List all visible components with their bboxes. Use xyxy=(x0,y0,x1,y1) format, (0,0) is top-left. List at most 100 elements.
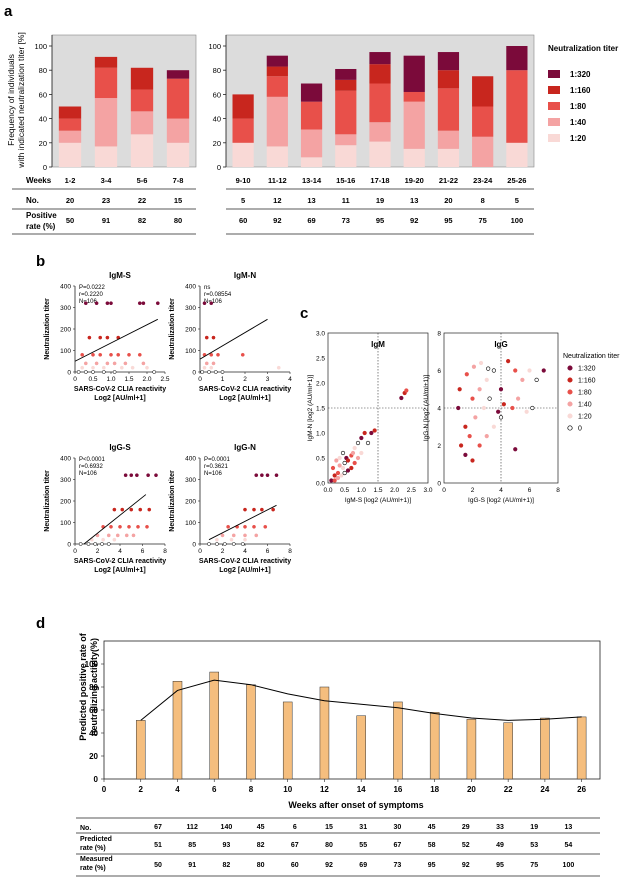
panel-b-point xyxy=(112,370,117,374)
panel-a-rate-value: 75 xyxy=(478,216,486,225)
panel-a-week-label: 13-14 xyxy=(302,176,322,185)
panel-d-meas-value: 95 xyxy=(428,862,436,869)
panel-c-point xyxy=(473,415,478,420)
panel-a-rate-value: 100 xyxy=(511,216,524,225)
panel-b-ytick-label: 0 xyxy=(192,542,196,549)
panel-c-point xyxy=(337,463,342,468)
panel-b-regression-line xyxy=(199,318,268,360)
panel-c-point xyxy=(477,443,482,448)
panel-c-point xyxy=(350,450,356,456)
panel-a-bar-1-160-9-10 xyxy=(232,94,254,119)
panel-c-point xyxy=(524,409,529,414)
panel-b-point xyxy=(226,524,230,529)
panel-b-point xyxy=(86,542,91,546)
panel-a-bar-1-160-1-2 xyxy=(58,106,82,119)
panel-c-point xyxy=(345,458,351,463)
panel-b-point xyxy=(78,542,83,546)
row-label-rate: rate (%) xyxy=(26,222,56,231)
panel-d-no-value: 33 xyxy=(496,824,504,831)
panel-label-c: c xyxy=(300,305,308,322)
panel-d-pred-value: 80 xyxy=(325,842,333,849)
panel-a-bar-1-320-17-18 xyxy=(369,52,391,65)
panel-a-bar-1-160-15-16 xyxy=(335,79,357,91)
panel-b-point xyxy=(243,507,247,512)
panel-d-bar-week-24 xyxy=(540,717,550,780)
panel-d-meas-value: 50 xyxy=(154,862,162,869)
panel-c-legend-marker xyxy=(567,377,573,383)
panel-a-bar-1-80-19-20 xyxy=(403,91,425,102)
panel-c-ytick-label: 6 xyxy=(437,368,441,375)
d-row-label-pred2: rate (%) xyxy=(80,845,106,852)
panel-c-ytick-label: 2.0 xyxy=(316,381,325,388)
panel-c-point xyxy=(340,450,346,456)
panel-c-point xyxy=(352,460,357,466)
panel-a-bar-1-40-15-16 xyxy=(335,134,357,146)
panel-b-point xyxy=(124,533,129,538)
panel-b-point xyxy=(271,507,275,512)
panel-c-point xyxy=(359,450,364,456)
panel-d-bar-week-22 xyxy=(503,722,513,780)
panel-a-bar-1-40-3-4 xyxy=(94,98,118,147)
panel-b-ylabel: Neutralization titer xyxy=(169,298,176,360)
panel-c-ytick-label: 4 xyxy=(437,406,441,413)
panel-c-xtick-label: 8 xyxy=(556,487,560,494)
d-row-label-pred1: Predicted xyxy=(80,836,112,843)
panel-c-xtick-label: 3.0 xyxy=(423,487,432,494)
panel-c-point xyxy=(541,368,546,373)
panel-a-bar-1-80-11-12 xyxy=(266,76,288,97)
panel-c-point xyxy=(457,387,462,392)
panel-a-bar-1-20-19-20 xyxy=(403,148,425,167)
panel-d-pred-value: 53 xyxy=(530,842,538,849)
panel-b-point xyxy=(105,361,110,366)
panel-a-legend-title: Neutralization titer xyxy=(548,44,618,53)
panel-a-week-label: 11-12 xyxy=(268,176,287,185)
panel-d-meas-value: 100 xyxy=(563,862,575,869)
panel-a-bar-1-20-21-22 xyxy=(437,148,460,167)
panel-c-legend-marker xyxy=(567,365,573,371)
panel-b-point xyxy=(137,301,142,306)
panel-a-rate-value: 91 xyxy=(102,216,110,225)
panel-c-point xyxy=(520,377,525,382)
panel-a-no-value: 5 xyxy=(515,196,519,205)
panel-b-xtick-label: 6 xyxy=(141,548,145,555)
panel-b-point xyxy=(76,370,81,374)
panel-a-no-value: 20 xyxy=(444,196,452,205)
panel-a-rate-value: 95 xyxy=(376,216,384,225)
panel-c-legend-label: 1:320 xyxy=(578,366,596,373)
panel-b-point xyxy=(109,352,113,357)
panel-b-point xyxy=(83,361,88,366)
panel-b-point xyxy=(222,542,227,546)
panel-b-point xyxy=(137,352,142,357)
panel-a-bar-1-80-15-16 xyxy=(335,90,357,135)
panel-b-stat: N=106 xyxy=(79,299,98,305)
panel-a-bar-1-160-21-22 xyxy=(437,70,460,89)
panel-a-bar-1-20-9-10 xyxy=(232,142,254,167)
panel-b-point xyxy=(220,533,225,538)
panel-b-xtick-label: 2 xyxy=(243,376,247,383)
panel-b-xtick-label: 0 xyxy=(198,548,202,555)
panel-d-bar-week-18 xyxy=(429,712,440,780)
panel-b-title-1: IgM-N xyxy=(234,271,256,280)
panel-c-point xyxy=(339,473,344,478)
panel-b-point xyxy=(207,370,211,374)
panel-a-bar-1-40-7-8 xyxy=(166,118,190,143)
panel-c-point xyxy=(501,402,506,407)
panel-c-point xyxy=(456,405,461,411)
panel-b-point xyxy=(98,352,103,357)
panel-b-xtick-label: 1.0 xyxy=(106,376,115,383)
panel-b-point xyxy=(94,301,99,306)
panel-a-bar-1-80-9-10 xyxy=(232,118,254,143)
panel-b-point xyxy=(204,361,209,366)
panel-a-bar-1-320-7-8 xyxy=(166,70,190,79)
panel-d-xtick-label: 18 xyxy=(430,785,439,794)
panel-b-ytick-label: 0 xyxy=(67,542,71,549)
panel-b-point xyxy=(136,524,140,529)
panel-b-point xyxy=(105,335,110,340)
panel-d-no-value: 30 xyxy=(394,824,402,831)
panel-b-point xyxy=(138,507,143,512)
panel-b-point xyxy=(265,473,270,478)
panel-b-xtick-label: 4 xyxy=(243,548,247,555)
panel-c-point xyxy=(513,447,518,452)
panel-a-week-label: 7-8 xyxy=(173,176,184,185)
